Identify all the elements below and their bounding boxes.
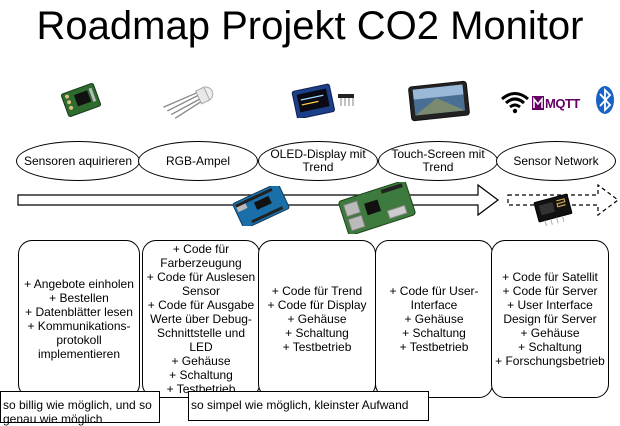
page-title: Roadmap Projekt CO2 Monitor — [36, 4, 584, 48]
task-item: + Gehäuse — [287, 312, 347, 326]
mqtt-logo: MQTT — [532, 94, 590, 112]
stage-sensoren-label: Sensoren aquirieren — [16, 141, 140, 181]
stage-network-label: Sensor Network — [496, 141, 616, 181]
note-simple: so simpel wie möglich, kleinster Aufwand — [188, 391, 429, 421]
task-item: + Code für Display — [267, 298, 367, 312]
task-item: + Code für Ausgabe Werte über Debug-Schn… — [147, 298, 255, 354]
task-item: + Gehäuse — [171, 354, 231, 368]
task-item: + Kommunikations-protokoll implementiere… — [27, 319, 131, 361]
task-item: + Code für Farberzeugung — [160, 242, 242, 270]
task-item: + Schaltung — [518, 340, 582, 354]
timeline-arrows — [17, 183, 619, 217]
task-item: + Code für Satellit — [502, 270, 598, 284]
bluetooth-icon — [596, 86, 614, 114]
mqtt-mark-icon — [532, 96, 544, 110]
stage-touchscreen-tasks: + Code für User-Interface + Gehäuse + Sc… — [375, 240, 493, 398]
raspberry-pi-icon — [338, 182, 416, 234]
note-cheap-accurate: so billig wie möglich, und so genau wie … — [0, 391, 160, 426]
task-item: + Schaltung — [169, 368, 233, 382]
task-item: + Code für Auslesen Sensor — [146, 270, 256, 298]
task-item: + Bestellen — [49, 291, 109, 305]
task-item: + User Interface Design für Server — [503, 298, 597, 326]
task-item: + Testbetrieb — [399, 340, 469, 354]
oled-display-icon — [291, 83, 354, 118]
stage-sensoren-tasks: + Angebote einholen + Bestellen + Datenb… — [18, 240, 140, 398]
mqtt-logo-text: MQTT — [545, 95, 580, 111]
stage-network-tasks: + Code für Satellit + Code für Server + … — [491, 240, 609, 398]
stage-rgb-label: RGB-Ampel — [138, 141, 258, 181]
stage-oled-label: OLED-Display mit Trend — [258, 141, 378, 181]
task-item: + Schaltung — [285, 326, 349, 340]
stage-oled-tasks: + Code für Trend + Code für Display + Ge… — [258, 240, 376, 398]
stage-rgb-tasks: + Code für Farberzeugung + Code für Ausl… — [142, 240, 260, 398]
task-item: + Datenblätter lesen — [25, 305, 133, 319]
sensor-module-icon — [60, 82, 102, 118]
esp-module-icon — [533, 193, 573, 226]
touchscreen-icon — [408, 80, 470, 122]
task-item: + Testbetrieb — [282, 340, 352, 354]
task-item: + Code für Trend — [271, 284, 363, 298]
stage-touchscreen-label: Touch-Screen mit Trend — [378, 141, 498, 181]
rgb-led-icon — [163, 86, 214, 119]
task-item: + Forschungsbetrieb — [495, 354, 605, 368]
task-item: + Gehäuse — [520, 326, 580, 340]
task-item: + Schaltung — [402, 326, 466, 340]
task-item: + Gehäuse — [404, 312, 464, 326]
arduino-board-icon — [232, 186, 290, 226]
task-item: + Code für Server — [502, 284, 598, 298]
task-item: + Angebote einholen — [24, 277, 134, 291]
task-item: + Code für User-Interface — [389, 284, 479, 312]
wifi-icon — [501, 92, 529, 114]
